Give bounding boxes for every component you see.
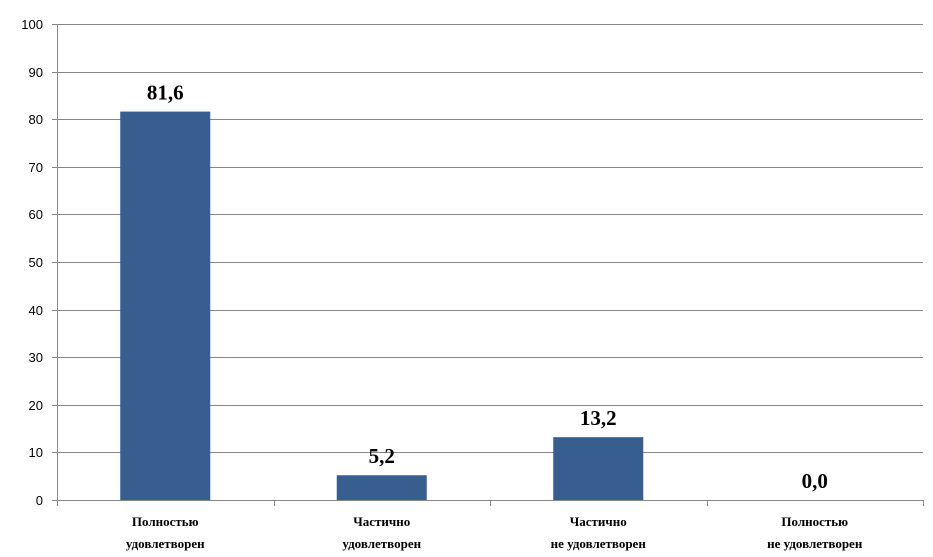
bar-2	[336, 475, 427, 500]
y-tick-label: 80	[29, 112, 43, 127]
category-label-1: Полностью удовлетворен	[126, 514, 205, 551]
data-labels: 81,6 5,2 13,2 0,0	[147, 81, 828, 493]
y-tick-label: 40	[29, 303, 43, 318]
y-tick-label: 0	[36, 493, 43, 508]
data-label-2: 5,2	[369, 444, 395, 468]
bar-1	[120, 111, 211, 501]
y-tick-labels: 0 10 20 30 40 50 60 70 80 90 100	[21, 17, 43, 508]
y-tick-label: 70	[29, 160, 43, 175]
y-tick-label: 30	[29, 350, 43, 365]
y-tick-label: 10	[29, 445, 43, 460]
data-label-1: 81,6	[147, 81, 184, 105]
category-label-2: Частично удовлетворен	[342, 514, 421, 551]
data-label-3: 13,2	[580, 406, 617, 430]
y-tick-label: 50	[29, 255, 43, 270]
bars	[120, 111, 644, 501]
y-tick-label: 60	[29, 207, 43, 222]
bar-3	[553, 437, 644, 500]
y-tick-label: 90	[29, 65, 43, 80]
category-label-4: Полностью не удовлетворен	[767, 514, 863, 551]
y-tick-label: 20	[29, 398, 43, 413]
category-label-3: Частично не удовлетворен	[551, 514, 647, 551]
axes	[52, 24, 924, 506]
data-label-4: 0,0	[802, 469, 828, 493]
category-labels: Полностью удовлетворен Частично удовлетворе…	[126, 514, 863, 551]
y-tick-label: 100	[21, 17, 43, 32]
